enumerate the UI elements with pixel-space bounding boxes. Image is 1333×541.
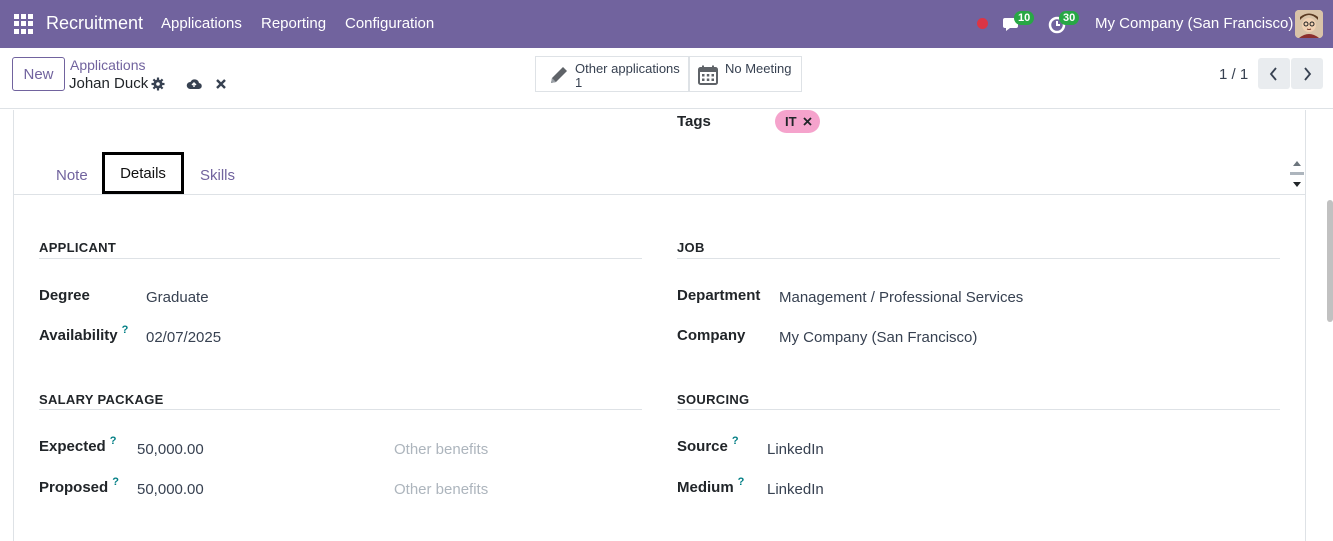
medium-label-text: Medium bbox=[677, 479, 734, 496]
menu-applications[interactable]: Applications bbox=[161, 15, 242, 32]
expected-salary-field[interactable]: 50,000.00 bbox=[137, 441, 204, 458]
activities-badge: 30 bbox=[1059, 11, 1080, 25]
medium-field[interactable]: LinkedIn bbox=[767, 481, 824, 498]
source-label-text: Source bbox=[677, 438, 728, 455]
applicant-section-title: APPLICANT bbox=[39, 240, 117, 255]
menu-configuration[interactable]: Configuration bbox=[345, 15, 435, 32]
top-navbar: Recruitment Applications Reporting Confi… bbox=[0, 0, 1333, 48]
tab-skills[interactable]: Skills bbox=[200, 167, 236, 184]
help-icon[interactable]: ? bbox=[112, 476, 119, 488]
pager-previous-button[interactable] bbox=[1258, 58, 1290, 89]
gear-icon[interactable] bbox=[151, 77, 165, 91]
proposed-label: Proposed? bbox=[39, 476, 119, 496]
tag-label: IT bbox=[785, 114, 797, 129]
salary-divider bbox=[39, 409, 642, 410]
sourcing-section-title: SOURCING bbox=[677, 392, 750, 407]
job-section-title: JOB bbox=[677, 240, 705, 255]
page-scrollbar-thumb[interactable] bbox=[1327, 200, 1333, 322]
messages-badge: 10 bbox=[1014, 11, 1035, 25]
availability-field[interactable]: 02/07/2025 bbox=[146, 329, 222, 346]
pencil-icon bbox=[551, 67, 567, 83]
sourcing-divider bbox=[677, 409, 1280, 410]
menu-reporting[interactable]: Reporting bbox=[261, 15, 327, 32]
pager-value[interactable]: 1 / 1 bbox=[1219, 66, 1249, 83]
user-avatar[interactable] bbox=[1295, 10, 1323, 38]
availability-label-text: Availability bbox=[39, 327, 118, 344]
company-switcher[interactable]: My Company (San Francisco) bbox=[1095, 15, 1294, 32]
applicant-divider bbox=[39, 258, 642, 259]
activity-clock-icon[interactable]: 30 bbox=[1047, 11, 1080, 35]
close-icon[interactable] bbox=[215, 78, 227, 90]
source-field[interactable]: LinkedIn bbox=[767, 441, 824, 458]
help-icon[interactable]: ? bbox=[121, 324, 129, 336]
expected-benefits-field[interactable]: Other benefits bbox=[394, 441, 489, 458]
degree-label: Degree bbox=[39, 287, 90, 304]
tags-label: Tags bbox=[677, 113, 711, 130]
tab-note[interactable]: Note bbox=[56, 167, 88, 184]
form-sheet bbox=[13, 110, 1306, 541]
expected-label: Expected? bbox=[39, 435, 117, 455]
chevron-right-icon bbox=[1304, 66, 1312, 81]
expected-label-text: Expected bbox=[39, 438, 106, 455]
proposed-benefits-field[interactable]: Other benefits bbox=[394, 481, 489, 498]
calendar-icon bbox=[698, 65, 718, 85]
job-divider bbox=[677, 258, 1280, 259]
tabs-divider bbox=[14, 194, 1305, 195]
page-scrollbar[interactable] bbox=[1325, 109, 1333, 541]
control-panel: New Applications Johan Duck Other applic… bbox=[0, 48, 1333, 109]
tag-remove-icon[interactable] bbox=[802, 117, 812, 126]
department-field[interactable]: Management / Professional Services bbox=[779, 289, 1024, 306]
degree-field[interactable]: Graduate bbox=[146, 289, 209, 306]
chat-icon[interactable]: 10 bbox=[1002, 11, 1035, 35]
proposed-label-text: Proposed bbox=[39, 479, 109, 496]
other-applications-count: 1 bbox=[575, 75, 583, 90]
help-icon[interactable]: ? bbox=[109, 435, 117, 447]
department-label: Department bbox=[677, 287, 761, 304]
other-applications-label: Other applications bbox=[575, 61, 680, 76]
source-label: Source? bbox=[677, 435, 739, 455]
tag-it[interactable]: IT bbox=[775, 110, 820, 133]
medium-label: Medium? bbox=[677, 476, 745, 496]
breadcrumb-current: Johan Duck bbox=[69, 75, 149, 92]
chevron-left-icon bbox=[1269, 66, 1277, 81]
new-button[interactable]: New bbox=[12, 57, 65, 91]
app-brand[interactable]: Recruitment bbox=[46, 13, 144, 33]
apps-grid-icon[interactable] bbox=[14, 14, 34, 34]
help-icon[interactable]: ? bbox=[737, 476, 745, 488]
cloud-upload-icon[interactable] bbox=[186, 77, 202, 91]
breadcrumb-parent[interactable]: Applications bbox=[70, 57, 146, 73]
company-field[interactable]: My Company (San Francisco) bbox=[779, 329, 978, 346]
meeting-button[interactable]: No Meeting bbox=[689, 56, 802, 92]
proposed-salary-field[interactable]: 50,000.00 bbox=[137, 481, 204, 498]
other-applications-button[interactable]: Other applications 1 bbox=[535, 56, 689, 92]
tab-details-label: Details bbox=[120, 164, 166, 182]
tab-details[interactable]: Details bbox=[102, 152, 184, 194]
pager-next-button[interactable] bbox=[1291, 58, 1323, 89]
company-label: Company bbox=[677, 327, 746, 344]
status-dot-icon[interactable] bbox=[977, 18, 988, 29]
tabs-scrollbar[interactable] bbox=[1289, 156, 1305, 192]
availability-label: Availability? bbox=[39, 324, 129, 344]
meeting-label: No Meeting bbox=[725, 61, 792, 76]
help-icon[interactable]: ? bbox=[731, 435, 739, 447]
salary-section-title: SALARY PACKAGE bbox=[39, 392, 164, 407]
